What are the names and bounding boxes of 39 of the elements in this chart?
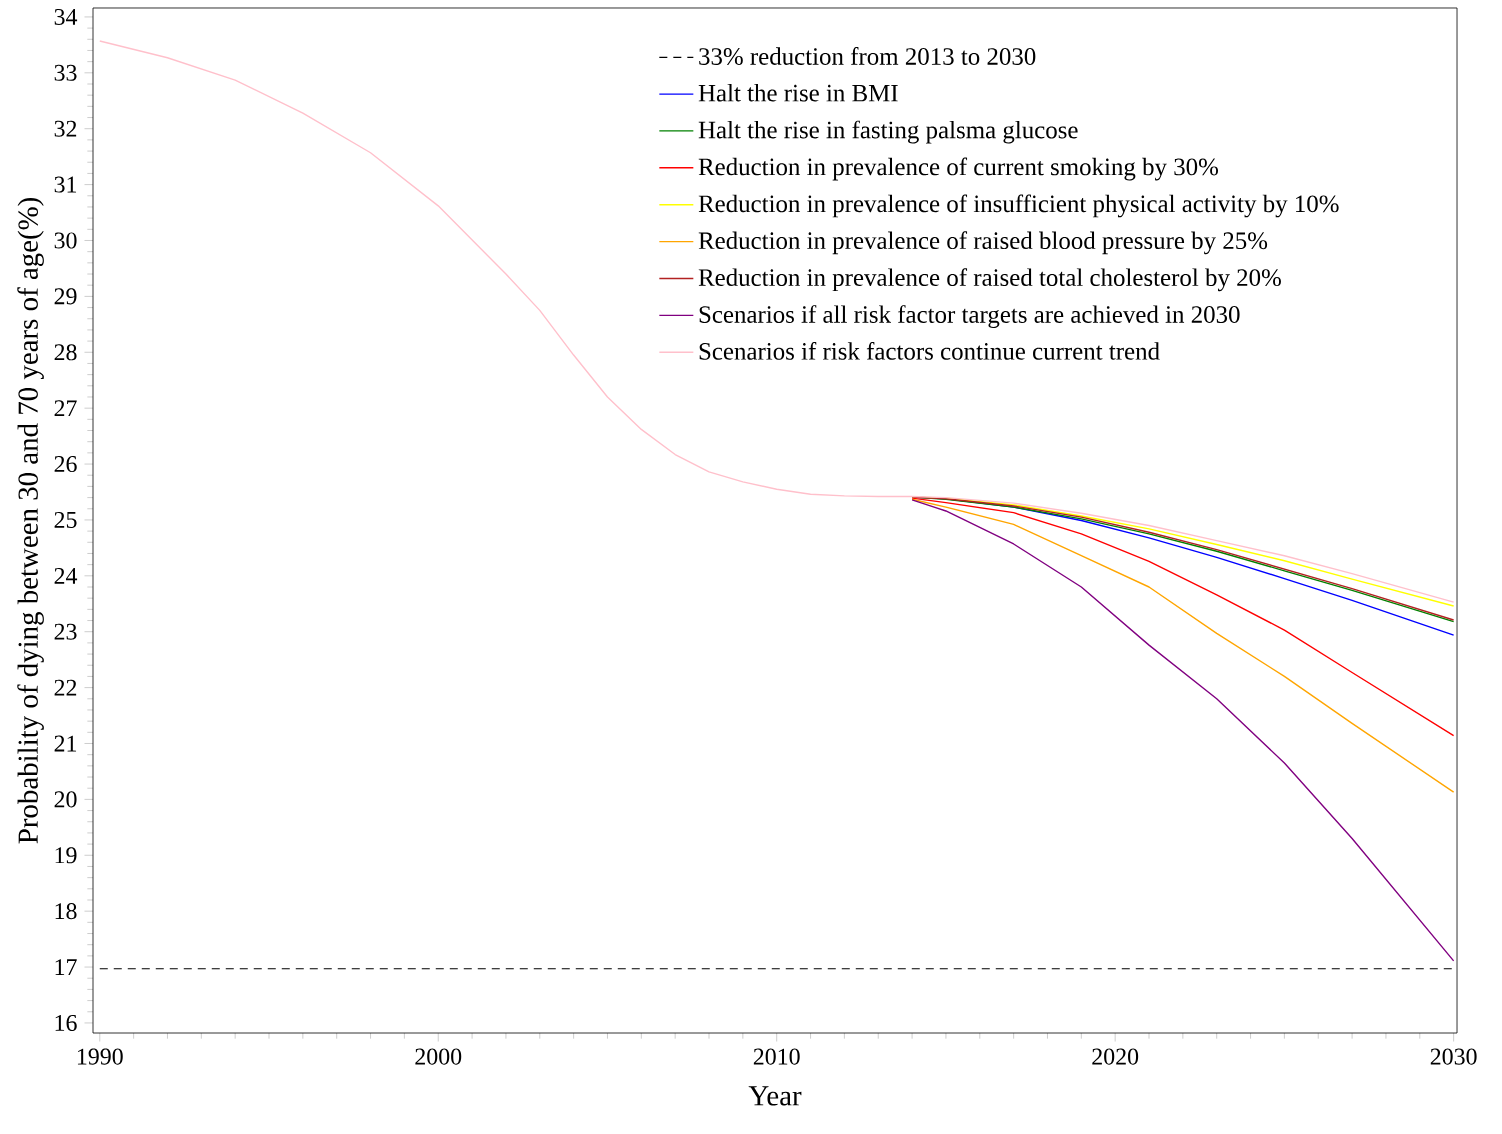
x-tick-label: 2030 <box>1430 1048 1477 1065</box>
legend-label: Reduction in prevalence of raised total cholesterol by 20% <box>698 268 1281 292</box>
legend-label: Scenarios if risk factors continue current trend <box>699 342 1160 360</box>
line-series <box>99 40 1455 603</box>
y-tick-label: 23 <box>54 623 77 640</box>
x-tick-label: 2000 <box>415 1048 462 1065</box>
x-tick-label: 2020 <box>1092 1048 1139 1065</box>
legend-label: Reduction in prevalence of raised blood pressure by 25% <box>698 231 1268 255</box>
y-tick-label: 27 <box>54 400 77 417</box>
y-tick-label: 29 <box>54 288 77 305</box>
x-axis-title: Year <box>748 1086 802 1106</box>
y-tick-label: 32 <box>54 120 77 137</box>
legend-label: Halt the rise in BMI <box>698 84 898 102</box>
y-tick-label: 30 <box>54 232 77 249</box>
y-tick-label: 19 <box>55 847 77 864</box>
y-tick-label: 21 <box>54 735 77 752</box>
legend-label: Scenarios if all risk factor targets are achieved in 2030 <box>699 305 1240 329</box>
x-tick-label: 2010 <box>753 1048 800 1065</box>
y-tick-label: 33 <box>54 64 77 81</box>
y-tick-label: 22 <box>54 679 77 696</box>
y-tick-label: 18 <box>55 903 77 920</box>
y-tick-label: 24 <box>54 567 78 584</box>
line-series <box>911 498 1455 793</box>
legend-label: Reduction in prevalence of insufficient physical activity by 10% <box>698 194 1339 218</box>
y-tick-label: 16 <box>55 1014 77 1031</box>
legend-label: 33% reduction from 2013 to 2030 <box>699 47 1036 65</box>
y-tick-label: 34 <box>54 8 78 25</box>
y-axis-title: Probability of dying between 30 and 70 years of age(%) <box>17 198 44 844</box>
y-tick-label: 25 <box>54 511 77 528</box>
legend-label: Reduction in prevalence of current smoking by 30% <box>698 157 1219 181</box>
legend-label: Halt the rise in fasting palsma glucose <box>698 120 1078 144</box>
line-series <box>911 497 1455 737</box>
y-tick-label: 26 <box>54 456 77 473</box>
y-tick-label: 31 <box>54 176 77 193</box>
x-tick-label: 1990 <box>77 1048 123 1065</box>
y-tick-label: 17 <box>55 959 77 975</box>
y-tick-label: 28 <box>54 344 77 361</box>
line-series <box>911 499 1455 962</box>
y-tick-label: 20 <box>54 791 77 808</box>
